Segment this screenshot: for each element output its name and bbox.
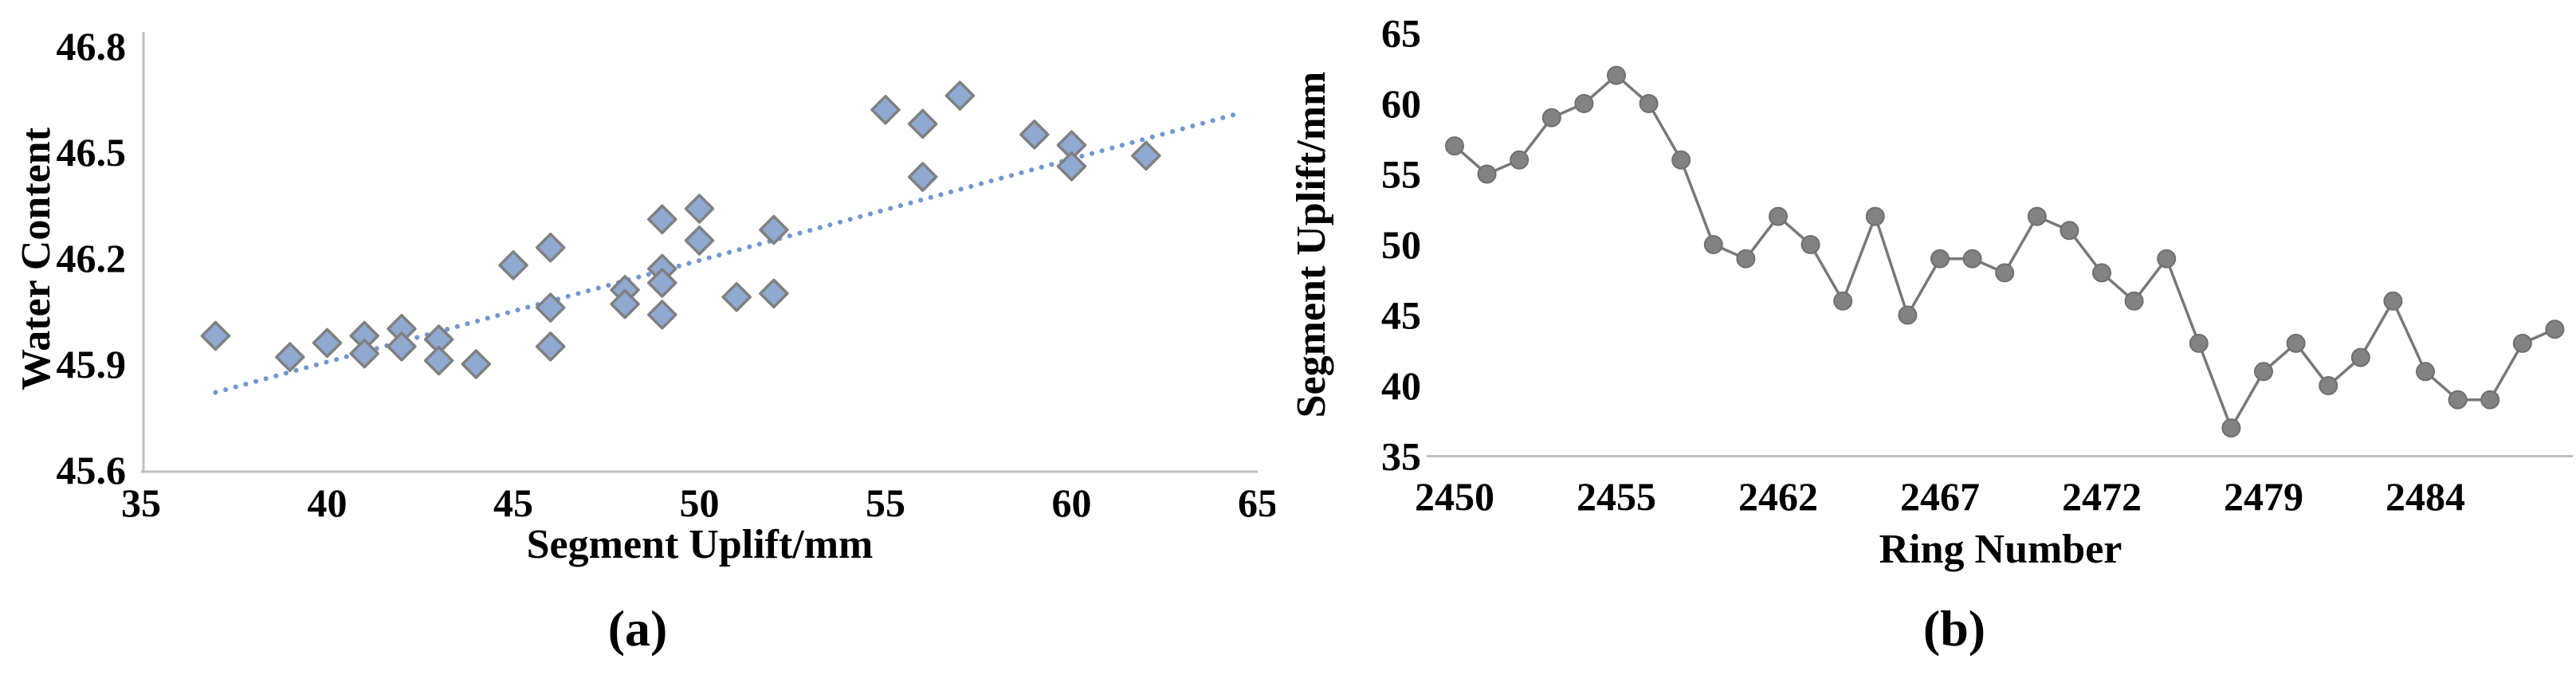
data-point-marker: [2512, 333, 2532, 353]
x-tick-label: 35: [121, 480, 161, 525]
y-tick-label: 46.5: [57, 130, 127, 174]
trendline: [213, 111, 1242, 395]
data-point-marker: [1541, 108, 1561, 127]
x-tick-label: 2462: [1738, 474, 1818, 519]
data-point-marker: [1833, 291, 1853, 311]
scatter-chart-water-content: 45.6 45.9 46.2 46.5 46.8 35 40 45 50 55 60 65 Segmen…: [14, 24, 1275, 567]
y-tick-label: 55: [1381, 152, 1421, 197]
scatter-point: [759, 278, 789, 309]
y-tick-label: 50: [1381, 222, 1421, 267]
scatter-point: [944, 80, 976, 111]
data-point-marker: [2448, 390, 2468, 410]
x-tick-label: 2472: [2062, 474, 2142, 519]
y-axis-title: Segment Uplift/mm: [1289, 72, 1334, 418]
data-point-marker: [2416, 362, 2435, 382]
data-point-marker: [1477, 164, 1497, 184]
x-tick-label: 2484: [2386, 474, 2465, 519]
x-tick-label: 40: [308, 480, 348, 525]
y-tick-label: 40: [1381, 363, 1421, 408]
y-tick-label: 65: [1381, 11, 1421, 56]
y-tick-label: 46.2: [57, 236, 127, 280]
scatter-point: [647, 268, 677, 298]
scatter-point: [870, 95, 901, 125]
data-point-marker: [2060, 221, 2079, 241]
data-point-marker: [2221, 418, 2241, 438]
x-tick-label: 2479: [2224, 474, 2303, 519]
x-tick-label: 2450: [1415, 474, 1494, 519]
x-tick-label: 45: [493, 480, 533, 525]
scatter-point: [423, 345, 454, 376]
data-point-marker: [2157, 249, 2177, 269]
y-tick-label: 45.9: [57, 342, 127, 386]
scatter-point: [1019, 120, 1050, 150]
data-point-marker: [1930, 249, 1950, 269]
data-point-marker: [2286, 333, 2306, 353]
scatter-point: [721, 282, 752, 312]
x-tick-label: 65: [1238, 480, 1275, 525]
scatter-point: [684, 194, 715, 224]
scatter-point: [535, 232, 566, 263]
data-point-marker: [1769, 206, 1788, 226]
scatter-point: [461, 349, 492, 379]
y-tick-label: 60: [1381, 81, 1421, 126]
x-tick-label: 55: [866, 480, 905, 525]
scatter-point: [1131, 140, 1161, 171]
x-axis-title: Segment Uplift/mm: [527, 522, 874, 567]
y-tick-label: 46.8: [57, 24, 127, 69]
scatter-point: [610, 288, 640, 320]
data-point-marker: [2027, 206, 2047, 226]
y-tick-label: 45: [1381, 293, 1421, 338]
data-point-marker: [1639, 94, 1659, 113]
data-point-marker: [1995, 263, 2015, 283]
scatter-point: [498, 250, 528, 280]
y-axis-title: Water Content: [14, 127, 59, 390]
scatter-point: [312, 327, 343, 359]
series-line: [1453, 73, 2556, 429]
data-point-marker: [1574, 94, 1594, 113]
data-point-marker: [1736, 249, 1756, 269]
data-point-marker: [1865, 206, 1885, 226]
data-point-marker: [1962, 249, 1982, 269]
data-point-marker: [2189, 333, 2209, 353]
scatter-point: [759, 214, 789, 245]
data-point-marker: [2480, 390, 2500, 410]
data-point-marker: [2092, 263, 2111, 283]
data-point-marker: [2124, 291, 2144, 311]
scatter-point: [647, 204, 677, 234]
scatter-point: [349, 338, 379, 369]
scatter-point: [907, 162, 938, 192]
data-point-marker: [2383, 291, 2403, 311]
scatter-point: [535, 331, 566, 362]
data-point-marker: [2350, 347, 2370, 367]
data-point-marker: [1800, 235, 1820, 254]
data-point-marker: [2254, 362, 2273, 382]
data-point-marker: [1671, 150, 1691, 170]
scatter-point: [200, 320, 231, 351]
y-tick-label: 45.6: [57, 448, 127, 492]
x-tick-label: 60: [1052, 480, 1092, 525]
data-point-marker: [2319, 376, 2338, 395]
x-tick-label: 2455: [1577, 474, 1656, 519]
data-point-marker: [1703, 235, 1723, 254]
scatter-point: [535, 292, 566, 323]
data-point-marker: [1607, 65, 1626, 85]
y-tick-label: 35: [1381, 434, 1421, 479]
x-tick-label: 50: [680, 480, 720, 525]
caption-b: (b): [1922, 600, 1986, 657]
scatter-point: [1056, 151, 1087, 182]
scatter-point: [907, 108, 938, 139]
caption-a: (a): [607, 600, 668, 657]
scatter-point: [647, 300, 677, 330]
scatter-point: [684, 225, 715, 256]
data-point-marker: [1445, 136, 1464, 156]
data-point-marker: [1510, 150, 1530, 170]
x-axis-title: Ring Number: [1879, 527, 2122, 572]
scatter-point: [275, 342, 305, 372]
data-point-marker: [2545, 320, 2565, 339]
x-tick-label: 2467: [1900, 474, 1980, 519]
scatter-point: [387, 331, 417, 362]
data-point-marker: [1898, 305, 1918, 325]
